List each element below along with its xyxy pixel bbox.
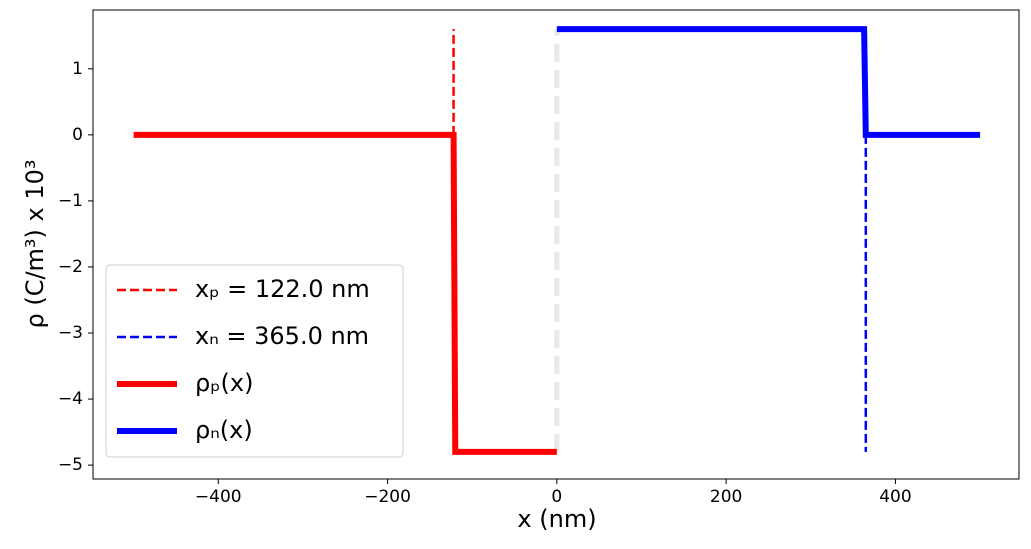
y-tick-label: −5 (58, 455, 83, 475)
x-axis-label: x (nm) (517, 505, 596, 533)
legend-label: xₙ = 365.0 nm (195, 322, 369, 350)
y-tick-label: −1 (58, 191, 83, 211)
legend-label: xₚ = 122.0 nm (195, 275, 370, 303)
y-axis-label: ρ (C/m³) x 10³ (21, 159, 49, 328)
y-tick-label: −2 (58, 257, 83, 277)
y-tick-label: −3 (58, 323, 83, 343)
legend-label: ρₚ(x) (195, 369, 253, 397)
x-tick-label: −200 (364, 487, 411, 507)
y-tick-label: 0 (72, 125, 83, 145)
series-line (133, 131, 557, 455)
x-tick-label: 400 (879, 487, 911, 507)
y-tick-label: −4 (58, 389, 83, 409)
x-tick-label: −400 (195, 487, 242, 507)
x-tick-label: 200 (710, 487, 742, 507)
legend-box (105, 264, 404, 458)
x-tick-label: 0 (551, 487, 562, 507)
y-tick-label: 1 (72, 59, 83, 79)
plot-frame (92, 9, 1020, 480)
legend-label: ρₙ(x) (195, 416, 253, 444)
series-line (556, 26, 981, 138)
